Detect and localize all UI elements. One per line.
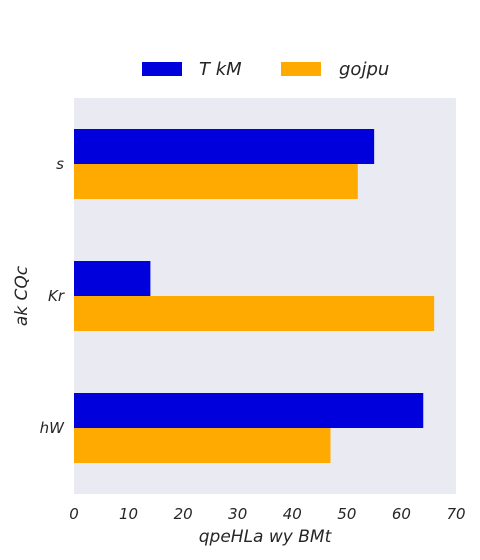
legend: T kM gojpu (142, 59, 389, 80)
bar-2-hW (74, 428, 331, 463)
x-tick-label: 70 (446, 505, 465, 523)
legend-swatch-series-1 (142, 62, 182, 76)
x-tick-label: 60 (392, 505, 411, 523)
y-tick-label: s (56, 155, 64, 173)
x-axis-label: qpeHLa wy BMt (199, 527, 333, 547)
x-tick-label: 40 (283, 505, 302, 523)
y-tick-label: Kr (48, 287, 65, 305)
bar-2-Kr (74, 296, 435, 331)
legend-swatch-series-2 (281, 62, 321, 76)
x-tick-label: 30 (228, 505, 247, 523)
bar-1-Kr (74, 261, 151, 296)
bar-2-s (74, 164, 358, 199)
x-tick-label: 50 (337, 505, 356, 523)
bars-group (74, 129, 435, 463)
x-tick-labels: 0 10 20 30 40 50 60 70 (69, 505, 465, 523)
x-tick-label: 20 (174, 505, 193, 523)
y-tick-label: hW (40, 419, 66, 437)
y-tick-labels: s Kr hW (40, 155, 66, 437)
y-axis-label: ak CQc (12, 265, 32, 326)
x-tick-label: 0 (69, 505, 79, 523)
bar-1-s (74, 129, 375, 164)
x-tick-label: 10 (119, 505, 138, 523)
legend-label-series-2: gojpu (339, 59, 389, 80)
legend-label-series-1: T kM (199, 59, 242, 80)
bar-1-hW (74, 393, 424, 428)
